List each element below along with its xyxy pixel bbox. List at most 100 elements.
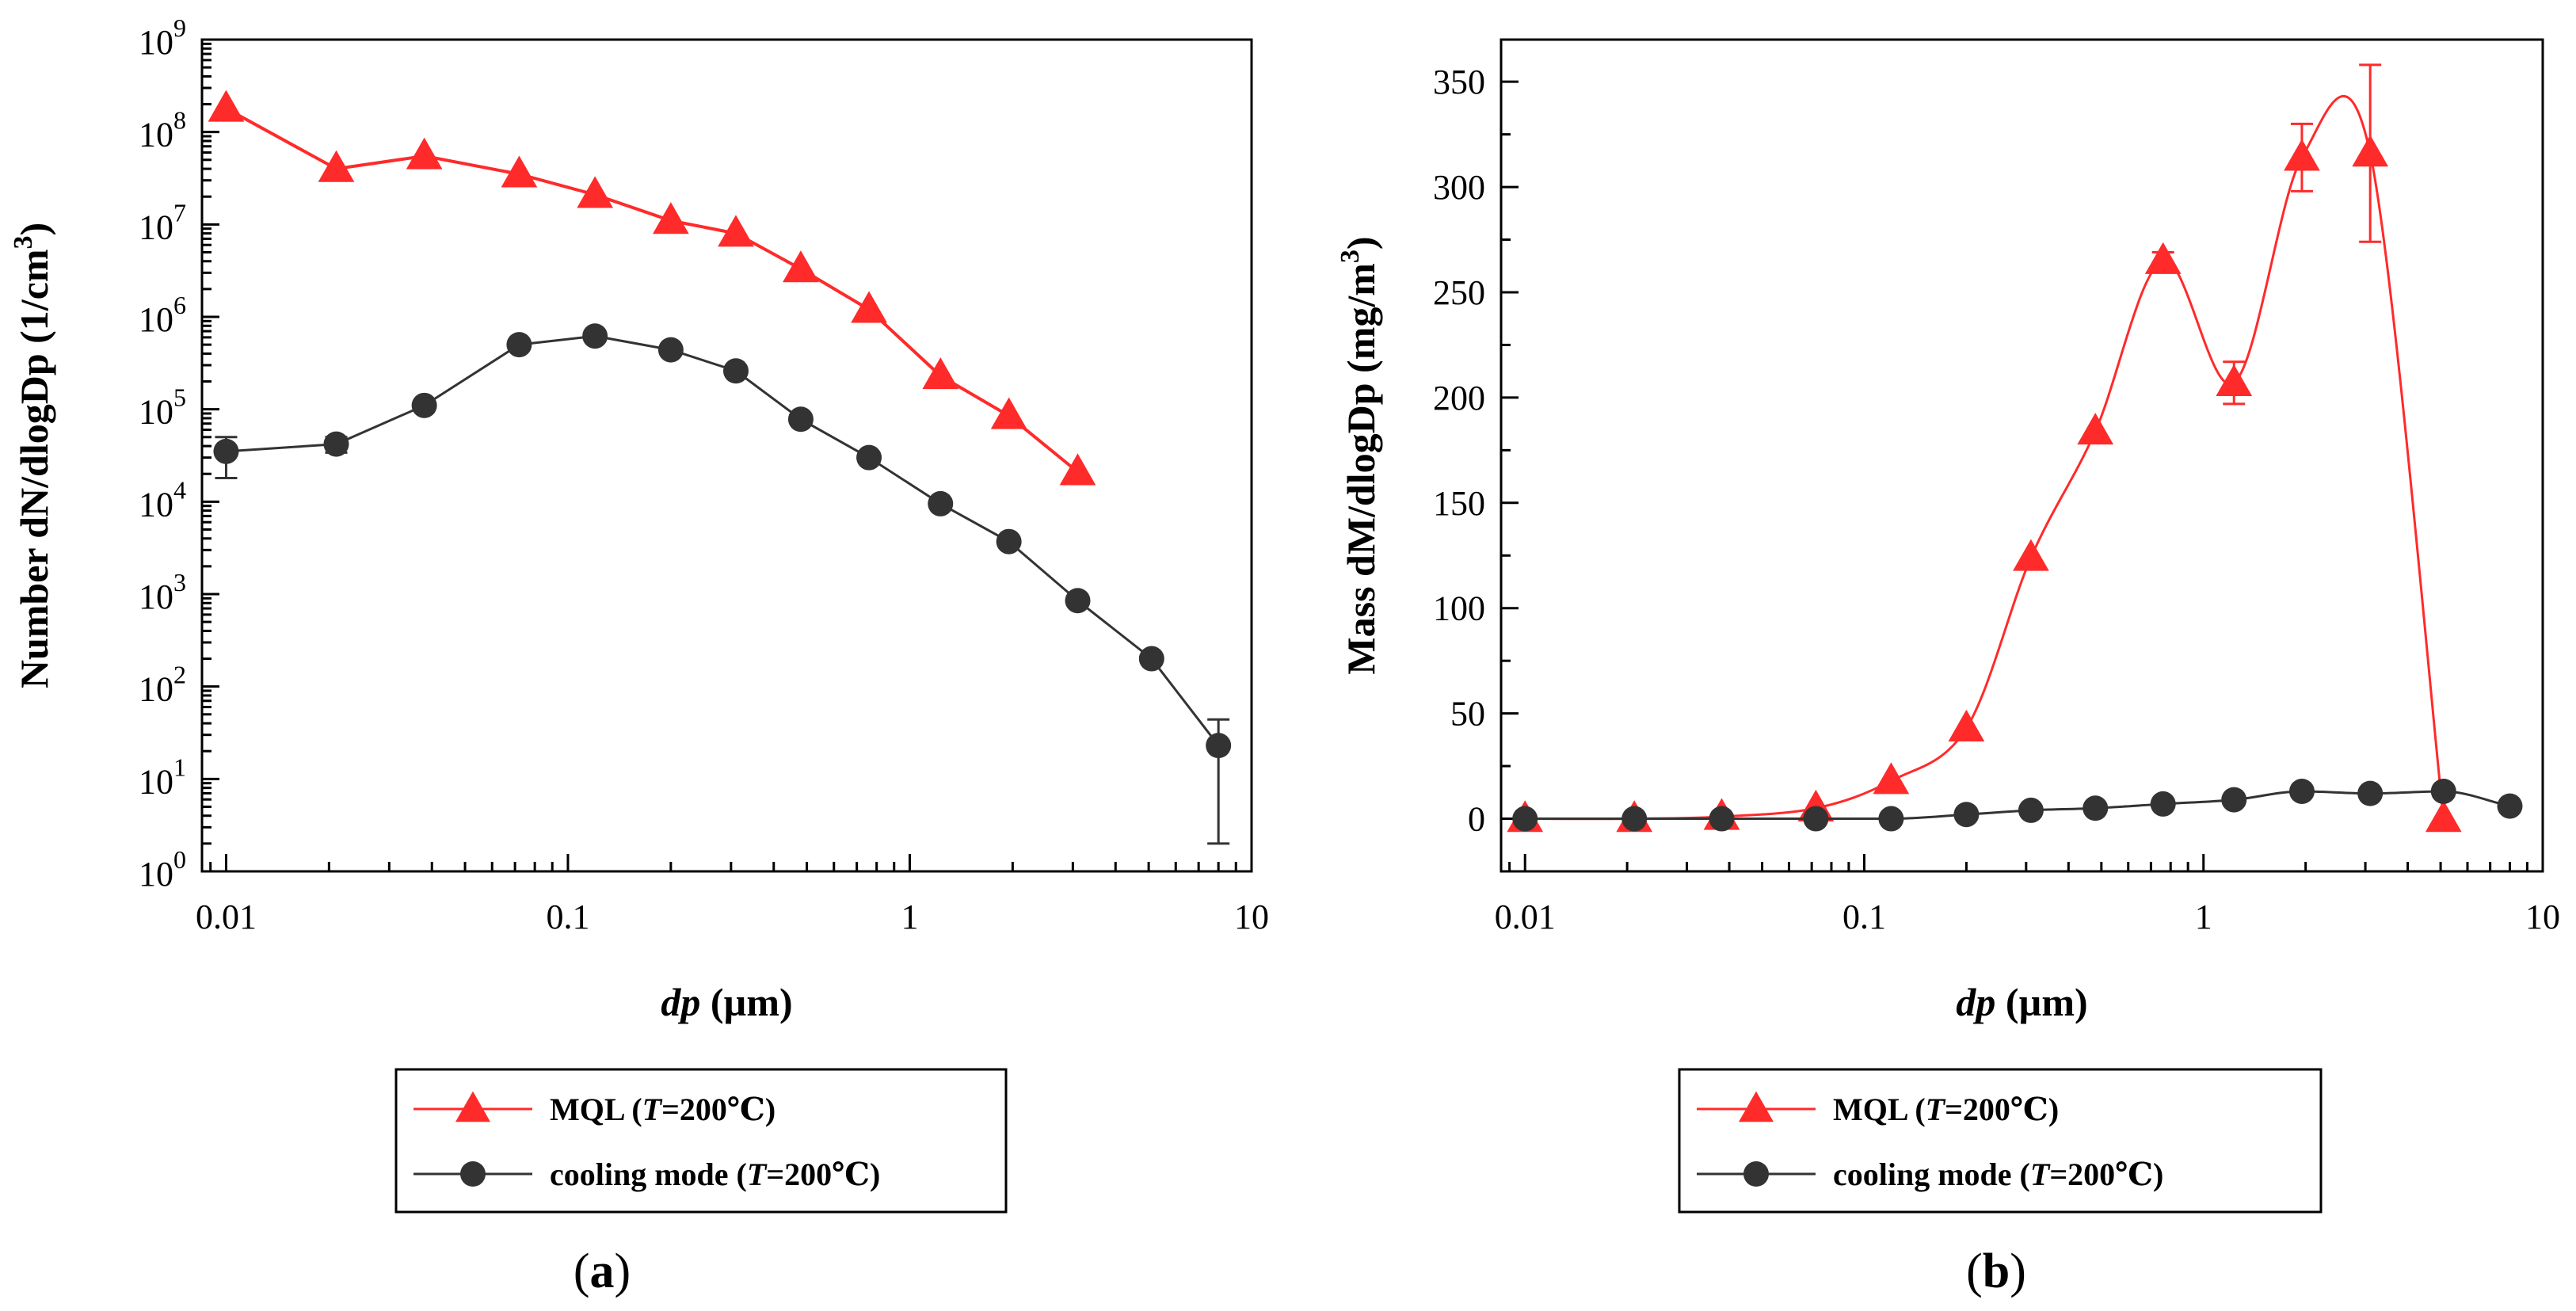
circle-marker — [1803, 806, 1829, 832]
legend-label-prefix: cooling mode ( — [1833, 1157, 2030, 1192]
y-tick-label: 50 — [1450, 695, 1485, 734]
x-axis-title: dp (µm) — [1956, 980, 2087, 1024]
circle-marker — [1065, 588, 1091, 614]
legend-triangle-marker — [455, 1091, 490, 1122]
triangle-marker — [2077, 413, 2114, 445]
y-tick-label: 150 — [1433, 484, 1485, 523]
series-line — [225, 107, 1079, 474]
y-tick-base: 10 — [139, 485, 173, 524]
x-tick-label: 10 — [1234, 898, 1269, 936]
circle-marker — [723, 358, 749, 384]
panel-label: (a) — [574, 1244, 631, 1298]
legend-label-suffix: =200℃) — [661, 1092, 775, 1127]
y-tick-exponent: 4 — [173, 475, 186, 504]
circle-marker — [856, 444, 882, 471]
y-tick-label: 300 — [1433, 168, 1485, 207]
circle-marker — [1953, 802, 1980, 828]
circle-marker — [1512, 806, 1538, 832]
series-mql — [1507, 63, 2462, 833]
triangle-marker — [653, 202, 689, 234]
x-tick-label: 1 — [901, 898, 918, 936]
circle-marker — [2221, 787, 2247, 813]
legend-label: MQL (T=200℃) — [1833, 1092, 2059, 1127]
triangle-marker — [577, 176, 614, 208]
circle-marker — [1709, 806, 1735, 832]
y-tick-label: 103 — [139, 568, 186, 616]
circle-marker — [323, 431, 349, 457]
series-line — [1525, 94, 2445, 821]
y-tick-exponent: 8 — [173, 106, 186, 135]
circle-marker — [1878, 806, 1904, 832]
y-tick-base: 10 — [139, 23, 173, 62]
legend-label: MQL (T=200℃) — [550, 1092, 775, 1127]
y-tick-exponent: 6 — [173, 291, 186, 319]
panel-label-letter: a — [590, 1244, 615, 1298]
legend-label-suffix: =200℃) — [1945, 1092, 2059, 1127]
triangle-marker — [783, 250, 819, 283]
y-tick-base: 10 — [139, 116, 173, 154]
legend-label-symbol: T — [2030, 1157, 2051, 1192]
triangle-marker — [406, 137, 443, 170]
panel-label-open: ( — [1966, 1244, 1983, 1298]
y-tick-label: 108 — [139, 106, 186, 154]
y-axis-title-main: Mass dM/dlogDp (mg/m — [1339, 263, 1383, 674]
circle-marker — [2288, 778, 2315, 804]
x-tick-label: 0.01 — [196, 898, 257, 936]
legend-label: cooling mode (T=200℃) — [550, 1157, 880, 1192]
circle-marker — [1621, 806, 1648, 832]
x-axis-title-unit: (µm) — [700, 980, 792, 1024]
triangle-marker — [990, 397, 1027, 429]
y-tick-exponent: 9 — [173, 13, 186, 42]
y-axis-title: Number dN/dlogDp (1/cm3) — [9, 223, 56, 688]
legend-label-prefix: MQL ( — [1833, 1092, 1926, 1127]
legend-label-suffix: =200℃) — [2049, 1157, 2163, 1192]
y-tick-base: 10 — [139, 393, 173, 432]
legend-circle-marker — [1743, 1161, 1769, 1187]
chart-panel-a: 0.01 0.1 1 10100101102103104105106107108109… — [9, 13, 1269, 1298]
y-tick-label: 250 — [1433, 273, 1485, 312]
y-tick-label: 200 — [1433, 379, 1485, 417]
x-tick-label: 10 — [2525, 898, 2560, 936]
series-mql — [208, 90, 1096, 486]
panel-label-close: ) — [2010, 1244, 2026, 1298]
triangle-marker — [2216, 364, 2253, 396]
legend-label-prefix: cooling mode ( — [550, 1157, 747, 1192]
y-axis: 0 50 100 150 200 250 300 350 — [1433, 63, 1519, 839]
legend-label: cooling mode (T=200℃) — [1833, 1157, 2163, 1192]
triangle-marker — [2144, 242, 2182, 274]
circle-marker — [2357, 780, 2384, 806]
circle-marker — [506, 332, 532, 358]
x-tick-label: 0.1 — [1842, 898, 1886, 936]
y-tick-base: 10 — [139, 762, 173, 801]
x-tick-label: 0.01 — [1495, 898, 1556, 936]
y-tick-label: 0 — [1468, 800, 1485, 839]
triangle-marker — [318, 150, 355, 182]
plot-frame — [200, 38, 1253, 873]
triangle-marker — [2284, 139, 2320, 171]
legend-label-prefix: MQL ( — [550, 1092, 642, 1127]
series-cooling-mode — [1512, 778, 2523, 832]
x-axis-title: dp (µm) — [661, 980, 792, 1024]
x-axis: 0.01 0.1 1 10 — [1495, 854, 2560, 936]
panel-label-letter: b — [1983, 1244, 2010, 1298]
series-line — [226, 334, 1220, 747]
y-tick-label: 102 — [139, 661, 186, 709]
legend: MQL (T=200℃) cooling mode (T=200℃) — [394, 1068, 1008, 1214]
y-axis-title-end: ) — [12, 223, 56, 236]
y-tick-label: 100 — [1433, 589, 1485, 628]
panel-label-open: ( — [574, 1244, 590, 1298]
y-tick-base: 10 — [139, 208, 173, 246]
circle-marker — [996, 528, 1022, 555]
x-tick-label: 0.1 — [546, 898, 589, 936]
y-tick-label: 101 — [139, 753, 186, 801]
circle-marker — [657, 337, 684, 363]
x-axis: 0.01 0.1 1 10 — [196, 854, 1269, 936]
panel-label-close: ) — [615, 1244, 631, 1298]
x-axis-title-symbol: dp — [661, 980, 700, 1024]
y-tick-label: 104 — [139, 475, 186, 524]
circle-marker — [411, 392, 437, 418]
triangle-marker — [208, 90, 245, 122]
y-tick-exponent: 3 — [173, 568, 186, 596]
y-axis-title-superscript: 3 — [9, 235, 38, 249]
